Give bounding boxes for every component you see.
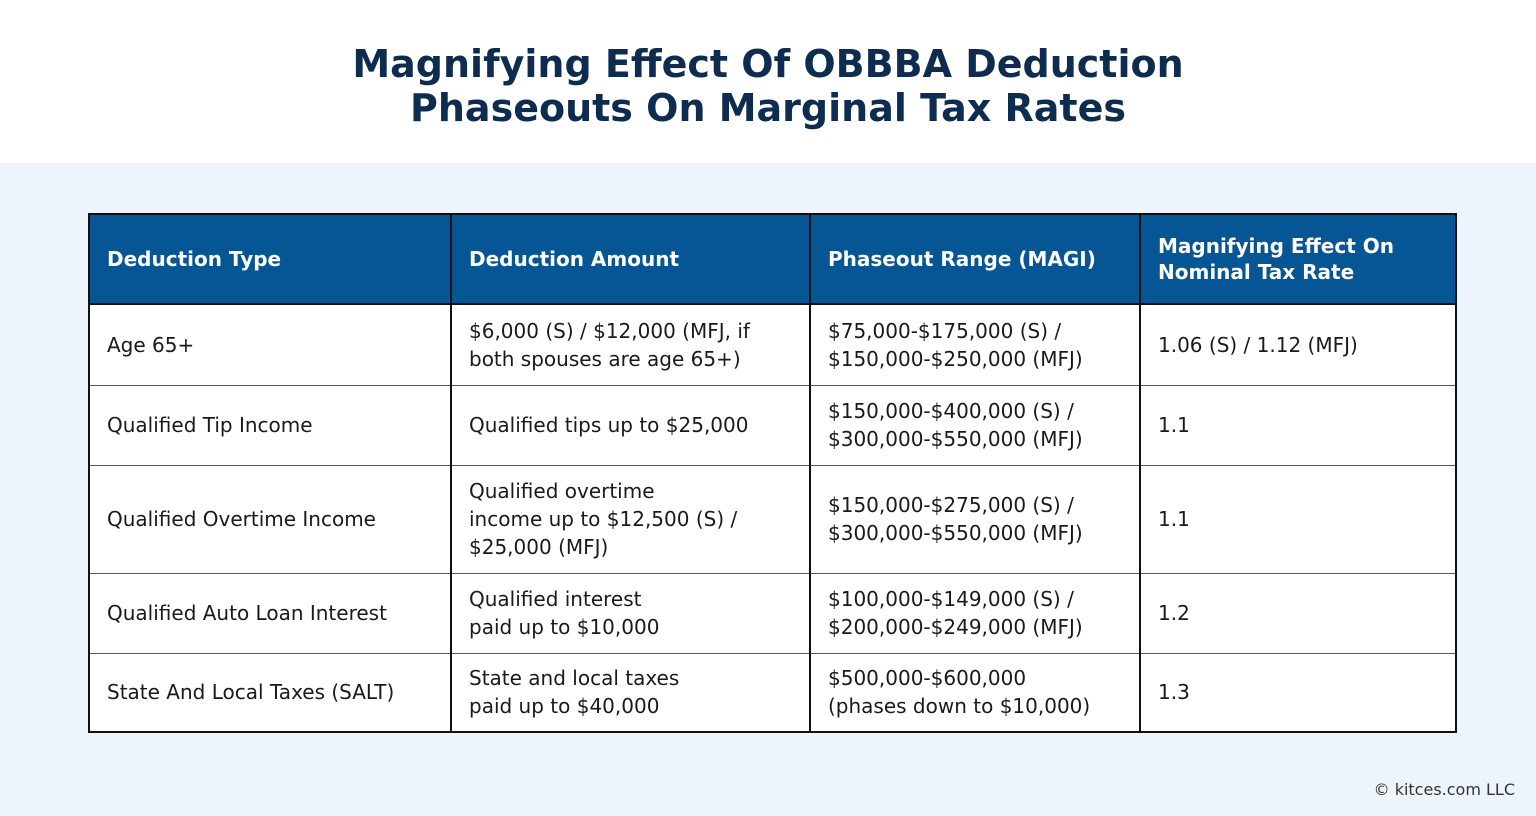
cell-deduction-amount: Qualified interest paid up to $10,000 [450, 572, 811, 654]
cell-deduction-type: Qualified Auto Loan Interest [88, 572, 452, 654]
cell-deduction-type: State And Local Taxes (SALT) [88, 652, 452, 733]
cell-deduction-amount: State and local taxes paid up to $40,000 [450, 652, 811, 733]
header-magnifying-effect: Magnifying Effect On Nominal Tax Rate [1139, 213, 1457, 305]
cell-deduction-amount: $6,000 (S) / $12,000 (MFJ, if both spous… [450, 303, 811, 386]
cell-phaseout-range: $150,000-$400,000 (S) / $300,000-$550,00… [809, 384, 1141, 466]
cell-deduction-type: Qualified Overtime Income [88, 464, 452, 574]
table-row: State And Local Taxes (SALT) State and l… [88, 652, 1457, 733]
cell-magnifying-effect: 1.3 [1139, 652, 1457, 733]
header-phaseout-range: Phaseout Range (MAGI) [809, 213, 1141, 305]
cell-phaseout-range: $75,000-$175,000 (S) / $150,000-$250,000… [809, 303, 1141, 386]
cell-magnifying-effect: 1.1 [1139, 464, 1457, 574]
header-deduction-type: Deduction Type [88, 213, 452, 305]
cell-phaseout-range: $500,000-$600,000 (phases down to $10,00… [809, 652, 1141, 733]
cell-magnifying-effect: 1.06 (S) / 1.12 (MFJ) [1139, 303, 1457, 386]
cell-magnifying-effect: 1.1 [1139, 384, 1457, 466]
table-row: Qualified Tip Income Qualified tips up t… [88, 384, 1457, 466]
cell-phaseout-range: $100,000-$149,000 (S) / $200,000-$249,00… [809, 572, 1141, 654]
page-title: Magnifying Effect Of OBBBA Deduction Pha… [352, 42, 1184, 130]
cell-deduction-type: Age 65+ [88, 303, 452, 386]
table-row: Qualified Overtime Income Qualified over… [88, 464, 1457, 574]
copyright: © kitces.com LLC [1373, 780, 1515, 799]
header-deduction-amount: Deduction Amount [450, 213, 811, 305]
cell-deduction-amount: Qualified overtime income up to $12,500 … [450, 464, 811, 574]
cell-deduction-type: Qualified Tip Income [88, 384, 452, 466]
cell-deduction-amount: Qualified tips up to $25,000 [450, 384, 811, 466]
deduction-table: Deduction Type Deduction Amount Phaseout… [88, 213, 1457, 733]
table-row: Age 65+ $6,000 (S) / $12,000 (MFJ, if bo… [88, 303, 1457, 386]
title-band [0, 0, 1536, 163]
header-row: Deduction Type Deduction Amount Phaseout… [88, 213, 1457, 305]
cell-magnifying-effect: 1.2 [1139, 572, 1457, 654]
cell-phaseout-range: $150,000-$275,000 (S) / $300,000-$550,00… [809, 464, 1141, 574]
table-row: Qualified Auto Loan Interest Qualified i… [88, 572, 1457, 654]
